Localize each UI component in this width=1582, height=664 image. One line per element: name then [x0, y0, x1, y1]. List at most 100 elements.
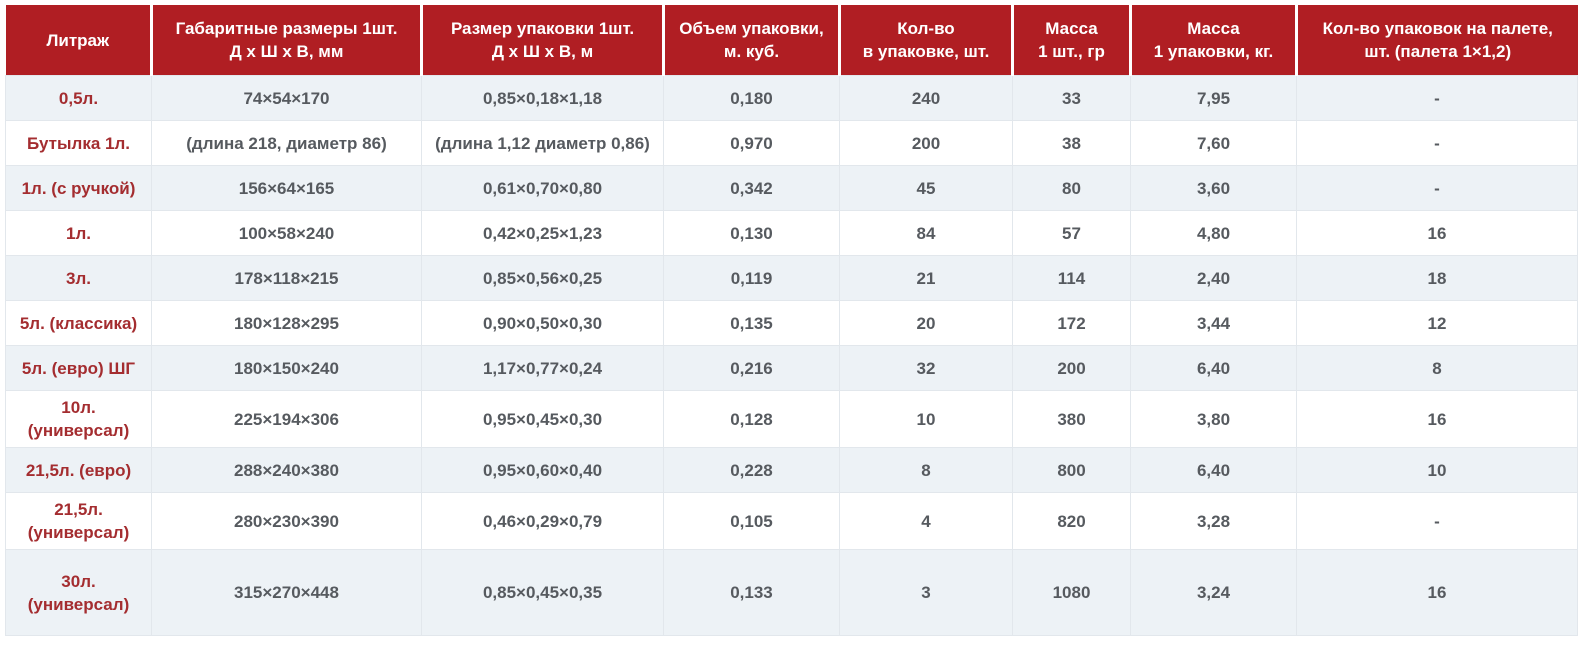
col-header-line: Кол-во упаковок на палете, — [1322, 19, 1553, 38]
row-label: 10л. (универсал) — [5, 390, 152, 448]
cell-qty-per-package: 32 — [839, 345, 1013, 391]
cell-package-weight: 3,60 — [1130, 165, 1297, 211]
cell-item-dimensions: 280×230×390 — [151, 492, 422, 550]
cell-package-volume: 0,128 — [663, 390, 840, 448]
table-row: 0,5л. 74×54×170 0,85×0,18×1,18 0,180 240… — [5, 75, 1578, 121]
col-header-line: м. куб. — [723, 42, 780, 61]
cell-item-weight: 114 — [1012, 255, 1131, 301]
cell-package-weight: 2,40 — [1130, 255, 1297, 301]
col-header-line: Масса — [1045, 19, 1098, 38]
cell-packages-per-pallet: - — [1296, 492, 1578, 550]
cell-package-volume: 0,119 — [663, 255, 840, 301]
cell-qty-per-package: 240 — [839, 75, 1013, 121]
table-row: 5л. (евро) ШГ 180×150×240 1,17×0,77×0,24… — [5, 345, 1578, 391]
cell-qty-per-package: 21 — [839, 255, 1013, 301]
cell-item-dimensions: 288×240×380 — [151, 447, 422, 493]
col-header-package-weight: Масса 1 упаковки, кг. — [1130, 5, 1298, 76]
col-header-line: Кол-во — [897, 19, 955, 38]
cell-package-weight: 3,44 — [1130, 300, 1297, 346]
col-header-package-volume: Объем упаковки, м. куб. — [663, 5, 841, 76]
cell-item-dimensions: 180×128×295 — [151, 300, 422, 346]
cell-item-dimensions: 315×270×448 — [151, 549, 422, 636]
cell-item-weight: 80 — [1012, 165, 1131, 211]
col-header-item-weight: Масса 1 шт., гр — [1012, 5, 1132, 76]
cell-packages-per-pallet: 12 — [1296, 300, 1578, 346]
cell-packages-per-pallet: 16 — [1296, 549, 1578, 636]
table-row: 10л. (универсал) 225×194×306 0,95×0,45×0… — [5, 390, 1578, 448]
cell-item-dimensions: (длина 218, диаметр 86) — [151, 120, 422, 166]
cell-item-dimensions: 156×64×165 — [151, 165, 422, 211]
cell-item-dimensions: 100×58×240 — [151, 210, 422, 256]
cell-package-volume: 0,180 — [663, 75, 840, 121]
col-header-line: Д х Ш х В, мм — [229, 42, 344, 61]
cell-package-weight: 3,80 — [1130, 390, 1297, 448]
cell-qty-per-package: 200 — [839, 120, 1013, 166]
table-row: Бутылка 1л. (длина 218, диаметр 86) (дли… — [5, 120, 1578, 166]
row-label: 21,5л. (универсал) — [5, 492, 152, 550]
col-header-qty-per-package: Кол-во в упаковке, шт. — [839, 5, 1014, 76]
cell-item-weight: 57 — [1012, 210, 1131, 256]
cell-package-volume: 0,342 — [663, 165, 840, 211]
cell-item-weight: 1080 — [1012, 549, 1131, 636]
table-row: 1л. (с ручкой) 156×64×165 0,61×0,70×0,80… — [5, 165, 1578, 211]
table-row: 5л. (классика) 180×128×295 0,90×0,50×0,3… — [5, 300, 1578, 346]
col-header-item-dimensions: Габаритные размеры 1шт. Д х Ш х В, мм — [151, 5, 423, 76]
cell-package-size: 0,46×0,29×0,79 — [421, 492, 664, 550]
row-label: 3л. — [5, 255, 152, 301]
cell-package-volume: 0,228 — [663, 447, 840, 493]
col-header-line: Габаритные размеры 1шт. — [175, 19, 398, 38]
table-row: 21,5л. (универсал) 280×230×390 0,46×0,29… — [5, 492, 1578, 550]
table-row: 1л. 100×58×240 0,42×0,25×1,23 0,130 84 5… — [5, 210, 1578, 256]
cell-packages-per-pallet: - — [1296, 120, 1578, 166]
packaging-spec-table: Литраж Габаритные размеры 1шт. Д х Ш х В… — [5, 5, 1578, 636]
cell-qty-per-package: 20 — [839, 300, 1013, 346]
col-header-line: шт. (палета 1×1,2) — [1364, 42, 1512, 61]
cell-package-volume: 0,216 — [663, 345, 840, 391]
cell-item-weight: 33 — [1012, 75, 1131, 121]
cell-package-size: 0,95×0,45×0,30 — [421, 390, 664, 448]
table-header: Литраж Габаритные размеры 1шт. Д х Ш х В… — [5, 5, 1578, 76]
cell-package-weight: 4,80 — [1130, 210, 1297, 256]
cell-packages-per-pallet: 16 — [1296, 210, 1578, 256]
cell-package-volume: 0,135 — [663, 300, 840, 346]
cell-package-size: 0,85×0,18×1,18 — [421, 75, 664, 121]
cell-qty-per-package: 8 — [839, 447, 1013, 493]
cell-package-size: 0,95×0,60×0,40 — [421, 447, 664, 493]
row-label: 1л. (с ручкой) — [5, 165, 152, 211]
cell-package-weight: 6,40 — [1130, 345, 1297, 391]
col-header-litrage: Литраж — [5, 5, 153, 76]
col-header-line: Размер упаковки 1шт. — [450, 19, 635, 38]
row-label: 5л. (классика) — [5, 300, 152, 346]
cell-item-weight: 800 — [1012, 447, 1131, 493]
cell-package-weight: 7,95 — [1130, 75, 1297, 121]
cell-package-volume: 0,970 — [663, 120, 840, 166]
col-header-packages-per-pallet: Кол-во упаковок на палете, шт. (палета 1… — [1296, 5, 1578, 76]
cell-package-volume: 0,133 — [663, 549, 840, 636]
cell-qty-per-package: 10 — [839, 390, 1013, 448]
table-row: 30л. (универсал) 315×270×448 0,85×0,45×0… — [5, 549, 1578, 636]
cell-packages-per-pallet: 16 — [1296, 390, 1578, 448]
cell-package-size: 1,17×0,77×0,24 — [421, 345, 664, 391]
row-label: 1л. — [5, 210, 152, 256]
cell-package-size: 0,85×0,45×0,35 — [421, 549, 664, 636]
cell-package-volume: 0,105 — [663, 492, 840, 550]
cell-qty-per-package: 45 — [839, 165, 1013, 211]
header-row: Литраж Габаритные размеры 1шт. Д х Ш х В… — [5, 5, 1578, 76]
col-header-line: Объем упаковки, — [679, 19, 824, 38]
cell-packages-per-pallet: 18 — [1296, 255, 1578, 301]
cell-package-weight: 3,28 — [1130, 492, 1297, 550]
cell-item-dimensions: 225×194×306 — [151, 390, 422, 448]
cell-qty-per-package: 3 — [839, 549, 1013, 636]
cell-packages-per-pallet: 8 — [1296, 345, 1578, 391]
page: Литраж Габаритные размеры 1шт. Д х Ш х В… — [5, 5, 1578, 636]
cell-item-dimensions: 178×118×215 — [151, 255, 422, 301]
cell-qty-per-package: 4 — [839, 492, 1013, 550]
table-row: 3л. 178×118×215 0,85×0,56×0,25 0,119 21 … — [5, 255, 1578, 301]
row-label: 21,5л. (евро) — [5, 447, 152, 493]
cell-package-size: 0,85×0,56×0,25 — [421, 255, 664, 301]
table-body: 0,5л. 74×54×170 0,85×0,18×1,18 0,180 240… — [5, 75, 1578, 636]
cell-item-weight: 172 — [1012, 300, 1131, 346]
row-label: 5л. (евро) ШГ — [5, 345, 152, 391]
cell-package-size: (длина 1,12 диаметр 0,86) — [421, 120, 664, 166]
col-header-line: 1 упаковки, кг. — [1153, 42, 1274, 61]
